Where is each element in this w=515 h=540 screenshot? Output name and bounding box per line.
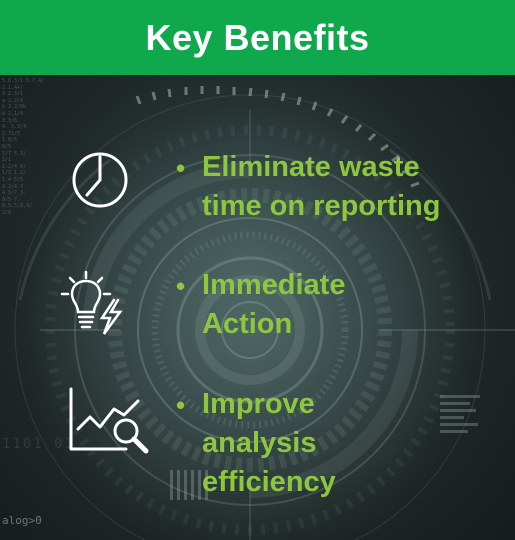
background-binary-text: 1101 01 [2,436,76,452]
code-line: 0.2/4 3. [2,183,27,190]
bullet: • [176,271,186,301]
chart-magnifier-icon [69,387,149,454]
code-line: 2.1.4+/ [2,84,24,91]
page-title: Key Benefits [145,16,370,58]
code-line: 4. 3.3/4 [2,124,27,131]
code-line: 8/5 [2,143,12,150]
code-line: a 2.2/4 [2,97,24,104]
background-code-text: 5.6.3/1 5.7.4/2.1.4+/3.2.5/1 a 2.2/4 b 3.2… [2,78,72,216]
code-line: 1/3 1.2/ [2,170,27,177]
code-line: 4 5/7 3. [2,190,27,197]
code-line: 1.2/4 6/ [2,163,27,170]
code-line: 3.3/8 [2,117,18,124]
clock-icon [72,152,128,208]
benefit-label: Eliminate waste time on reporting [202,151,441,222]
code-line: 2/1 [2,157,12,164]
benefit-label: Improve analysis efficiency [202,388,336,498]
bullet: • [176,153,186,183]
benefit-text: • Eliminate waste time on reporting [176,148,502,226]
code-line: 3.2.5/1 [2,91,24,98]
code-line: 5.6.3/1 5.7.4/ [2,78,45,84]
code-line: 2.71/5 [2,130,21,137]
lightbulb-lightning-icon [60,270,123,335]
code-line: 0,5,5,8,9/ [2,203,33,210]
code-line: b 2.1/4 [2,110,24,117]
benefit-text: • Immediate Action [176,266,502,344]
code-line: 2/8 [2,209,12,216]
background-prompt-text: alog>0 [2,514,42,527]
benefit-text: • Improve analysis efficiency [176,385,502,502]
code-line: 1.8/5 [2,137,18,144]
header-banner: Key Benefits [0,0,515,75]
code-line: 5/7 5.3/ [2,150,27,157]
bullet: • [176,390,186,420]
code-line: 0/5 7. [2,196,21,203]
code-line: b 3.2/9b [2,104,27,111]
code-line: 1.4 5/5 [2,176,24,183]
benefit-label: Immediate Action [202,269,346,340]
tech-gear-background [14,86,515,540]
